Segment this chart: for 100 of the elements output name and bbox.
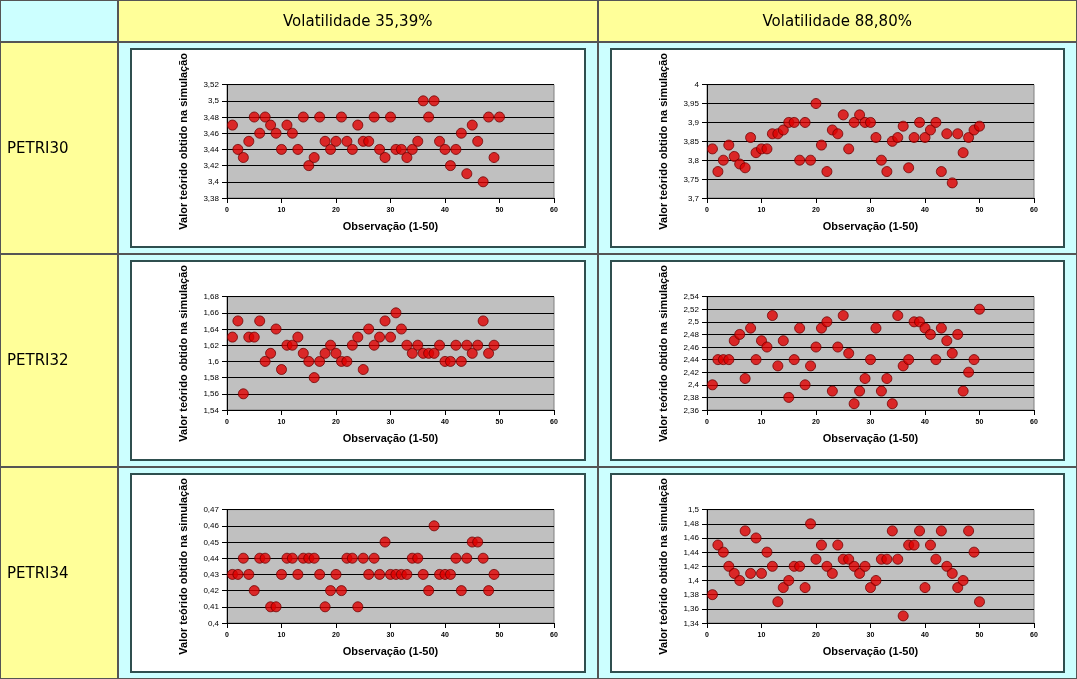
point [303, 356, 315, 368]
point [962, 367, 974, 379]
point [728, 567, 740, 579]
point [455, 584, 467, 596]
y-axis-title: Valor teórido obtido na simulação [177, 52, 189, 230]
point [346, 143, 358, 155]
point [739, 525, 751, 537]
point [810, 98, 821, 110]
y-tick-label: 2,44 [682, 355, 700, 365]
point [472, 135, 484, 147]
point [739, 162, 751, 174]
point [444, 568, 456, 580]
point [777, 335, 789, 347]
point [276, 143, 287, 155]
point [951, 329, 963, 341]
point [286, 552, 298, 564]
x-axis-title: Observação (1-50) [822, 431, 919, 444]
point [314, 568, 326, 580]
point [292, 143, 304, 155]
point [755, 567, 767, 579]
point [946, 348, 958, 360]
point [875, 385, 887, 397]
point [477, 552, 489, 564]
point [886, 525, 898, 537]
point [913, 525, 925, 537]
y-axis-title: Valor teórido obtido na simulação [656, 52, 669, 230]
y-tick-label: 2,48 [682, 330, 700, 340]
point [848, 560, 860, 572]
point [875, 154, 887, 166]
point [434, 135, 446, 147]
y-tick-label: 1,48 [682, 518, 700, 528]
point [390, 307, 402, 319]
point [330, 348, 342, 360]
point [913, 116, 925, 128]
point [254, 127, 266, 139]
x-axis-title: Observação (1-50) [342, 219, 439, 232]
y-tick-label: 3,7 [687, 193, 700, 203]
point [940, 335, 952, 347]
point [483, 348, 495, 360]
x-axis-title: Observação (1-50) [342, 431, 439, 444]
point [346, 552, 358, 564]
point [297, 111, 309, 123]
y-tick-label: 0,46 [203, 520, 220, 530]
point [760, 546, 772, 558]
point [352, 600, 364, 612]
point [957, 147, 969, 159]
point [826, 385, 838, 397]
point [820, 316, 832, 328]
point [935, 322, 947, 334]
point [330, 568, 342, 580]
point [820, 166, 832, 178]
point [494, 111, 505, 123]
point [733, 329, 745, 341]
point [450, 143, 462, 155]
point [711, 539, 723, 551]
point [477, 176, 489, 188]
point [733, 574, 745, 586]
point [314, 111, 326, 123]
point [869, 132, 881, 144]
point [308, 372, 320, 384]
point [254, 315, 266, 327]
point [303, 160, 315, 172]
point [483, 584, 495, 596]
y-axis-title: Valor teórido obtido na simulação [177, 265, 189, 442]
point [722, 139, 734, 151]
y-tick-label: 0,4 [207, 618, 220, 628]
point [423, 584, 435, 596]
point [728, 150, 740, 162]
x-axis-title: Observação (1-50) [822, 644, 919, 657]
point [951, 128, 963, 140]
point [472, 340, 484, 352]
point [259, 552, 271, 564]
point [826, 567, 838, 579]
y-tick-label: 1,36 [682, 603, 700, 613]
y-tick-label: 2,36 [682, 405, 700, 415]
point [908, 132, 920, 144]
point [929, 354, 941, 366]
point [869, 322, 881, 334]
point [788, 354, 800, 366]
point [363, 135, 375, 147]
point [886, 398, 898, 410]
y-tick-label: 1,66 [203, 308, 220, 318]
point [897, 610, 909, 622]
point [799, 379, 811, 391]
point [450, 340, 462, 352]
point [357, 552, 369, 564]
point [434, 340, 446, 352]
y-tick-label: 3,52 [203, 80, 220, 90]
y-tick-label: 1,62 [203, 341, 220, 351]
point [259, 111, 271, 123]
y-axis-title: Valor teórido obtido na simulação [177, 477, 189, 655]
point [842, 553, 854, 565]
point [488, 152, 500, 164]
point [924, 329, 936, 341]
point [946, 567, 958, 579]
text: PETRI30 [0, 42, 118, 255]
point [777, 581, 789, 593]
point [788, 116, 800, 128]
point [226, 119, 238, 131]
point [853, 109, 865, 121]
